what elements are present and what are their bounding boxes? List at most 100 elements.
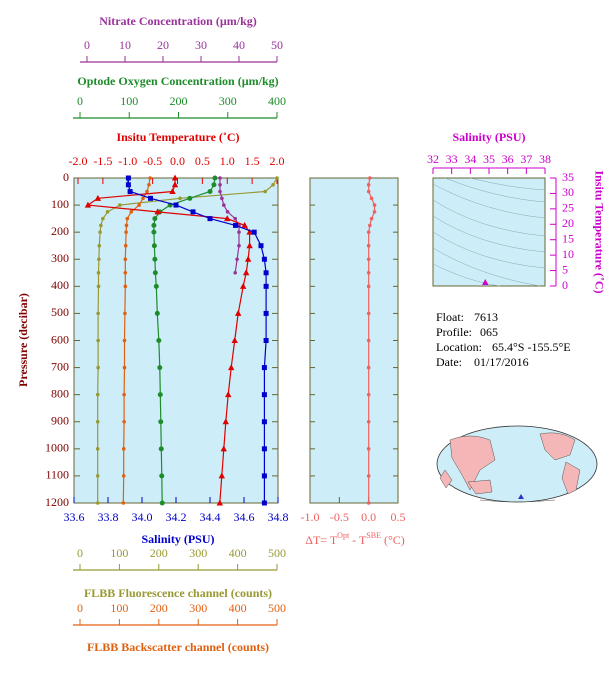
x-tick-label: 33.8	[98, 510, 119, 524]
y-tick-label: 10	[562, 247, 574, 261]
marker	[122, 419, 126, 424]
x-tick-label: 300	[219, 94, 237, 108]
marker	[251, 229, 257, 235]
marker	[117, 203, 122, 207]
marker	[261, 446, 267, 452]
marker	[123, 257, 128, 262]
x-tick-label: 34.8	[268, 510, 289, 524]
x-tick-label: 0	[77, 601, 83, 615]
marker	[124, 230, 128, 234]
marker	[101, 216, 105, 221]
info-key: Profile:	[436, 325, 472, 339]
info-value: 065	[480, 325, 498, 339]
marker	[94, 194, 102, 201]
marker	[148, 176, 152, 180]
marker	[271, 182, 275, 187]
marker	[148, 195, 153, 201]
marker	[366, 447, 371, 451]
marker	[123, 311, 127, 316]
marker	[97, 257, 101, 262]
marker	[366, 189, 371, 194]
x-axis-title-part: Opt	[337, 531, 350, 540]
x-tick-label: 500	[268, 546, 286, 560]
marker	[263, 310, 269, 316]
marker	[239, 282, 247, 289]
marker	[154, 310, 160, 316]
x-tick-label: 1.5	[245, 154, 260, 168]
x-tick-label: 0	[77, 546, 83, 560]
x-axis-title-part: ΔT= T	[305, 533, 338, 547]
marker	[366, 474, 371, 478]
y-tick-label: 25	[562, 201, 574, 215]
marker	[173, 202, 179, 208]
y-tick-label: 500	[51, 305, 69, 319]
marker	[241, 221, 248, 228]
marker	[125, 175, 131, 181]
marker	[263, 270, 269, 276]
world-map	[436, 425, 598, 503]
y-tick-label: 800	[51, 386, 69, 400]
x-tick-label: 300	[189, 546, 207, 560]
marker	[218, 176, 222, 180]
marker	[366, 338, 371, 343]
marker	[228, 364, 235, 371]
y-tick-label: 15	[562, 231, 574, 245]
marker	[152, 216, 158, 222]
y-tick-label: 100	[51, 197, 69, 211]
x-axis-title: Salinity (PSU)	[141, 532, 214, 546]
info-line: Location: 65.4°S -155.5°E	[436, 340, 571, 354]
x-axis-title: Salinity (PSU)	[452, 130, 525, 144]
x-axis-title-part: - T	[349, 533, 367, 547]
marker	[212, 175, 218, 181]
y-tick-label: 0	[562, 278, 568, 292]
x-tick-label: 400	[268, 94, 286, 108]
info-line: Float: 7613	[436, 310, 498, 324]
marker	[216, 499, 223, 506]
marker	[244, 255, 252, 262]
marker	[235, 257, 239, 262]
marker	[147, 182, 151, 187]
marker	[157, 392, 163, 398]
y-tick-label: 35	[562, 170, 574, 184]
marker	[96, 311, 100, 316]
marker	[366, 257, 371, 262]
marker	[125, 182, 131, 188]
marker	[218, 182, 222, 187]
marker	[122, 338, 127, 343]
marker	[153, 283, 159, 289]
x-axis-title-part: SBE	[366, 531, 381, 540]
x-tick-label: 1.0	[220, 154, 235, 168]
marker	[95, 419, 100, 424]
info-key: Location:	[436, 340, 482, 354]
marker	[482, 278, 489, 285]
marker	[225, 391, 232, 398]
marker	[190, 209, 196, 215]
marker	[234, 309, 242, 316]
marker	[366, 182, 371, 187]
x-tick-label: 100	[110, 601, 128, 615]
x-tick-label: -2.0	[69, 154, 88, 168]
marker	[159, 500, 165, 506]
marker	[372, 203, 377, 207]
x-tick-label: 300	[189, 601, 207, 615]
x-tick-label: 38	[539, 152, 551, 166]
y-tick-label: 5	[562, 262, 568, 276]
x-tick-label: 100	[120, 94, 138, 108]
marker	[366, 419, 371, 424]
y-tick-label: 0	[63, 170, 69, 184]
marker	[122, 365, 127, 370]
x-tick-label: 500	[268, 601, 286, 615]
marker	[105, 210, 110, 214]
x-tick-label: 34.6	[234, 510, 255, 524]
marker	[98, 230, 102, 234]
marker	[224, 215, 231, 222]
x-axis-title: FLBB Fluorescence channel (counts)	[84, 586, 272, 600]
marker	[207, 189, 213, 195]
marker	[95, 447, 100, 451]
x-axis-title: Insitu Temperature (˚C)	[116, 130, 239, 144]
marker	[233, 216, 237, 221]
marker	[123, 243, 128, 248]
marker	[156, 338, 162, 343]
marker	[225, 210, 230, 214]
marker	[158, 419, 164, 425]
